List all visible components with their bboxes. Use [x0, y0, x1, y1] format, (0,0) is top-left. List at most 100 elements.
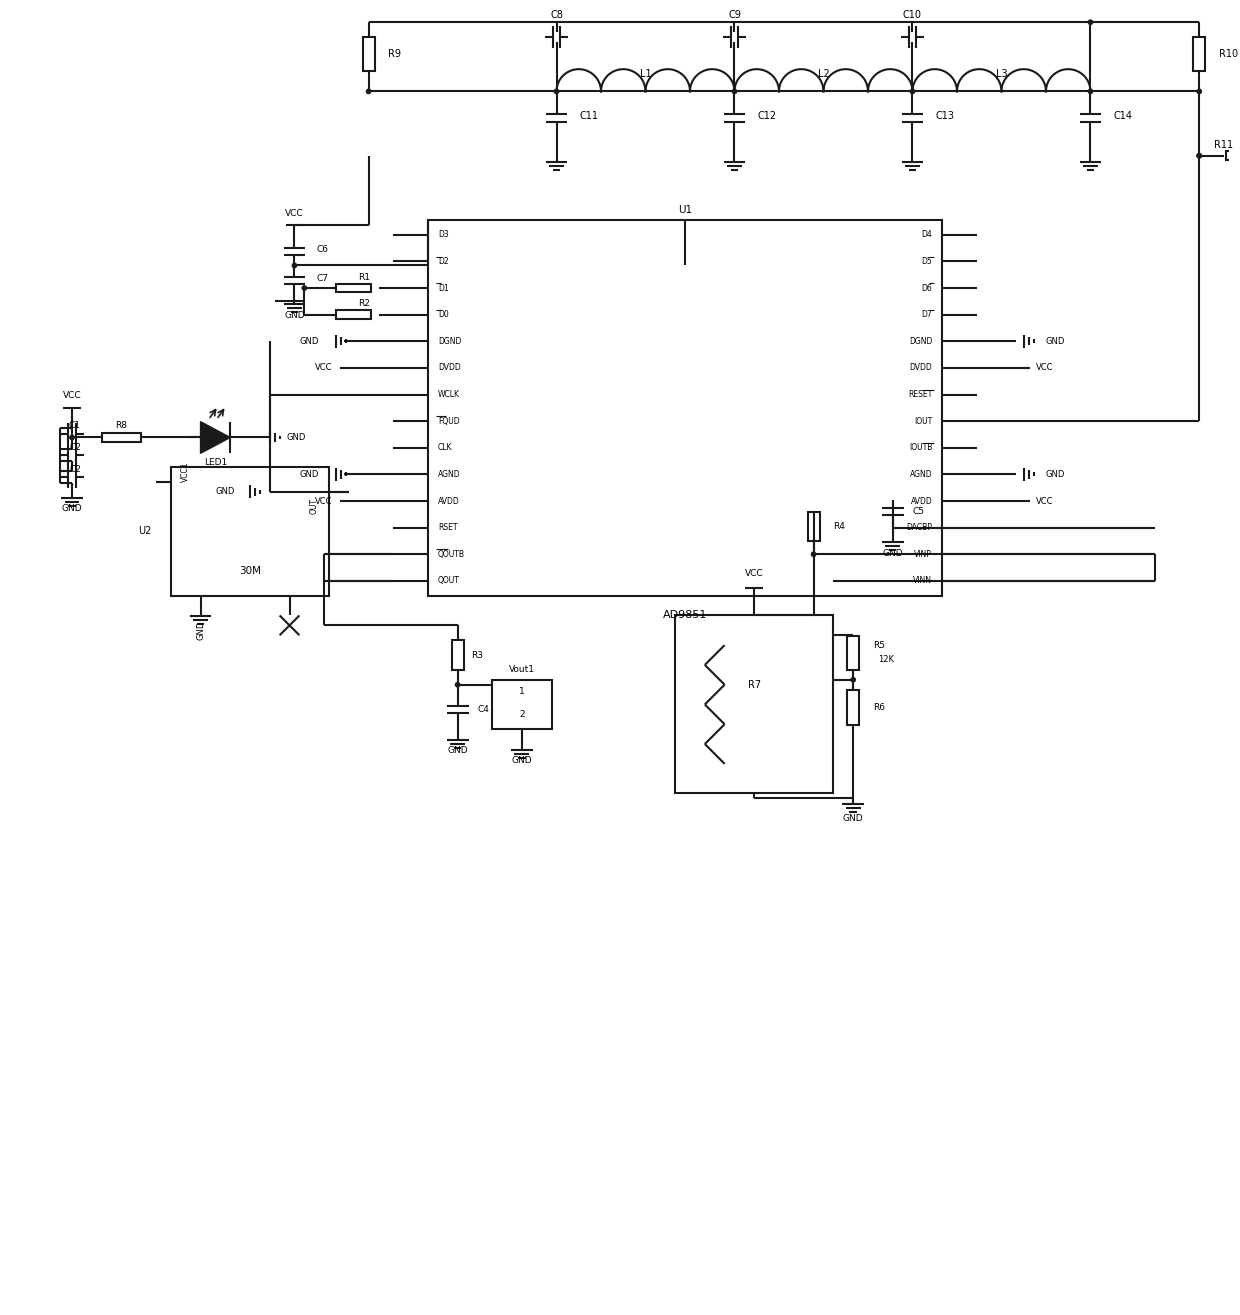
- Text: GND: GND: [196, 621, 205, 640]
- Text: L3: L3: [996, 68, 1007, 79]
- Circle shape: [851, 677, 856, 682]
- Text: Vout1: Vout1: [508, 665, 534, 675]
- Bar: [428, 220, 942, 596]
- Text: GND: GND: [883, 548, 903, 558]
- Text: GND: GND: [286, 433, 306, 442]
- Text: C8: C8: [551, 11, 563, 20]
- Circle shape: [1089, 20, 1092, 25]
- Bar: [336, 310, 371, 318]
- Text: C6: C6: [316, 245, 329, 254]
- Text: R7: R7: [748, 680, 761, 689]
- Text: 2: 2: [520, 710, 525, 719]
- Text: AVDD: AVDD: [438, 497, 460, 505]
- Text: R2: R2: [358, 300, 370, 308]
- Text: 12K: 12K: [878, 655, 894, 664]
- Text: AD9851: AD9851: [663, 610, 707, 621]
- Text: VCC: VCC: [745, 569, 764, 579]
- Text: D5: D5: [921, 256, 932, 266]
- Circle shape: [455, 682, 460, 686]
- Bar: [492, 680, 552, 730]
- Text: OUT: OUT: [310, 497, 319, 514]
- Circle shape: [733, 89, 737, 93]
- Text: R10: R10: [1219, 49, 1238, 59]
- Circle shape: [367, 89, 371, 93]
- Bar: [336, 284, 371, 292]
- Text: IOUTB: IOUTB: [909, 443, 932, 452]
- Text: AGND: AGND: [438, 469, 460, 479]
- Text: C10: C10: [903, 11, 923, 20]
- Text: R9: R9: [388, 49, 402, 59]
- Text: FQUD: FQUD: [438, 417, 460, 426]
- Text: VCC: VCC: [1037, 497, 1054, 505]
- Text: VCC: VCC: [1037, 363, 1054, 372]
- Circle shape: [811, 552, 816, 556]
- Text: DGND: DGND: [438, 337, 461, 346]
- Text: GND: GND: [300, 337, 319, 346]
- Bar: [847, 635, 859, 671]
- Text: D3: D3: [438, 230, 449, 239]
- Text: RESET: RESET: [908, 391, 932, 398]
- Text: GND: GND: [512, 756, 532, 765]
- Text: L2: L2: [817, 68, 830, 79]
- Text: R11: R11: [1214, 139, 1234, 150]
- Text: C12: C12: [758, 112, 776, 121]
- Text: R5: R5: [873, 640, 885, 650]
- Text: C11: C11: [579, 112, 598, 121]
- Text: VCC: VCC: [315, 497, 332, 505]
- Text: 1: 1: [520, 688, 525, 696]
- Text: R6: R6: [873, 704, 885, 711]
- Circle shape: [293, 263, 296, 268]
- Circle shape: [1197, 154, 1202, 158]
- Circle shape: [303, 285, 306, 291]
- Text: WCLK: WCLK: [438, 391, 460, 398]
- Bar: [363, 37, 374, 71]
- Text: GND: GND: [843, 814, 863, 823]
- Text: D6: D6: [921, 284, 932, 292]
- Text: R1: R1: [357, 272, 370, 281]
- Circle shape: [1089, 89, 1092, 93]
- Text: C2: C2: [69, 443, 81, 452]
- Text: VCC: VCC: [315, 363, 332, 372]
- Circle shape: [69, 435, 74, 439]
- Text: VINN: VINN: [913, 576, 932, 585]
- Text: C2: C2: [69, 464, 81, 473]
- Text: QOUT: QOUT: [438, 576, 460, 585]
- Text: GND: GND: [284, 312, 305, 321]
- Text: AVDD: AVDD: [910, 497, 932, 505]
- Text: C7: C7: [316, 274, 329, 283]
- Text: R3: R3: [471, 651, 484, 660]
- Text: C9: C9: [728, 11, 742, 20]
- Text: IOUT: IOUT: [914, 417, 932, 426]
- Bar: [1226, 151, 1240, 160]
- Text: VCC: VCC: [63, 392, 82, 401]
- Circle shape: [1197, 154, 1202, 158]
- Bar: [102, 433, 141, 442]
- Text: D2: D2: [438, 256, 449, 266]
- Text: DVDD: DVDD: [909, 363, 932, 372]
- Text: C4: C4: [477, 705, 490, 714]
- Text: GND: GND: [216, 488, 236, 496]
- Bar: [451, 640, 464, 669]
- Text: U2: U2: [138, 526, 151, 537]
- Circle shape: [554, 89, 559, 93]
- Text: VCC1: VCC1: [181, 462, 190, 483]
- Text: RSET: RSET: [438, 523, 458, 533]
- Text: GND: GND: [1047, 469, 1065, 479]
- Bar: [1193, 37, 1205, 71]
- Text: VCC: VCC: [285, 209, 304, 217]
- Text: AGND: AGND: [910, 469, 932, 479]
- Text: D7: D7: [921, 310, 932, 320]
- Polygon shape: [201, 422, 231, 454]
- Bar: [171, 467, 329, 596]
- Text: C13: C13: [935, 112, 955, 121]
- Text: CLK: CLK: [438, 443, 453, 452]
- Text: D4: D4: [921, 230, 932, 239]
- Text: GND: GND: [448, 747, 467, 755]
- Text: DVDD: DVDD: [438, 363, 460, 372]
- Text: VINP: VINP: [914, 550, 932, 559]
- Text: GND: GND: [1047, 337, 1065, 346]
- Text: DGND: DGND: [909, 337, 932, 346]
- Text: 30M: 30M: [239, 565, 260, 576]
- Bar: [807, 512, 820, 542]
- Text: C5: C5: [913, 508, 925, 517]
